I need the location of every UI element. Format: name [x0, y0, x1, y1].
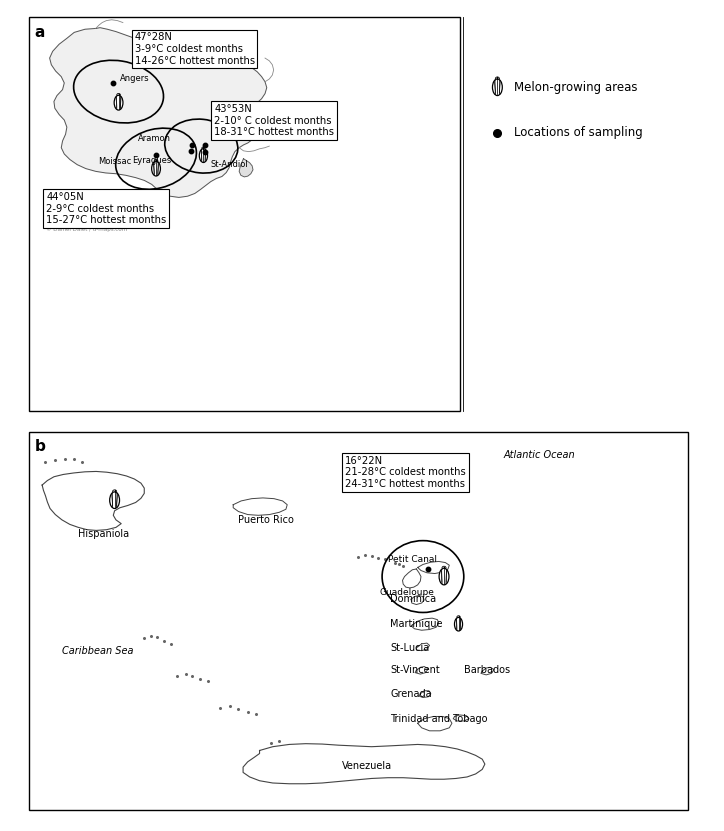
Ellipse shape	[114, 96, 123, 110]
Text: Moissac: Moissac	[98, 157, 131, 166]
Text: 43°53N
2-10° C coldest months
18-31°C hottest months: 43°53N 2-10° C coldest months 18-31°C ho…	[214, 104, 334, 137]
Text: Melon-growing areas: Melon-growing areas	[514, 81, 638, 94]
Ellipse shape	[199, 149, 208, 163]
Text: 60 mi: 60 mi	[46, 219, 68, 229]
Text: Caribbean Sea: Caribbean Sea	[62, 647, 133, 656]
Text: Aramon: Aramon	[138, 134, 170, 143]
Text: Eyragues: Eyragues	[132, 156, 172, 165]
Text: St-Lucia: St-Lucia	[390, 642, 429, 652]
Text: Angers: Angers	[120, 74, 150, 83]
Ellipse shape	[455, 617, 463, 631]
Text: © Daniel Dalet / d-maps.com: © Daniel Dalet / d-maps.com	[46, 226, 127, 232]
Text: St-Andiol: St-Andiol	[211, 160, 248, 169]
Text: 47°28N
3-9°C coldest months
14-26°C hottest months: 47°28N 3-9°C coldest months 14-26°C hott…	[135, 32, 255, 66]
Text: Grenada: Grenada	[390, 689, 432, 699]
Text: a: a	[35, 25, 45, 40]
Text: 44°05N
2-9°C coldest months
15-27°C hottest months: 44°05N 2-9°C coldest months 15-27°C hott…	[46, 192, 167, 225]
Text: Martinique: Martinique	[390, 619, 442, 629]
Ellipse shape	[109, 492, 119, 509]
Ellipse shape	[151, 161, 161, 176]
Ellipse shape	[492, 79, 502, 96]
Text: Venezuela: Venezuela	[342, 760, 392, 770]
Ellipse shape	[439, 568, 449, 585]
Text: Puerto Rico: Puerto Rico	[238, 515, 295, 525]
Text: St-Vincent: St-Vincent	[390, 666, 439, 676]
Text: 100 km: 100 km	[46, 212, 75, 221]
Text: Guadeloupe: Guadeloupe	[379, 588, 434, 597]
Text: Petit Canal: Petit Canal	[388, 554, 437, 563]
Polygon shape	[239, 159, 253, 177]
Text: b: b	[35, 439, 46, 454]
Text: Barbados: Barbados	[464, 666, 510, 676]
Polygon shape	[50, 27, 266, 198]
Text: Atlantic Ocean: Atlantic Ocean	[503, 450, 575, 460]
Text: 16°22N
21-28°C coldest months
24-31°C hottest months: 16°22N 21-28°C coldest months 24-31°C ho…	[345, 455, 466, 489]
Text: Locations of sampling: Locations of sampling	[514, 126, 643, 140]
Text: Hispaniola: Hispaniola	[78, 529, 130, 539]
Text: Trinidad and Tobago: Trinidad and Tobago	[390, 715, 487, 725]
Text: Dominica: Dominica	[390, 594, 436, 604]
Text: Montfavet: Montfavet	[211, 134, 253, 143]
